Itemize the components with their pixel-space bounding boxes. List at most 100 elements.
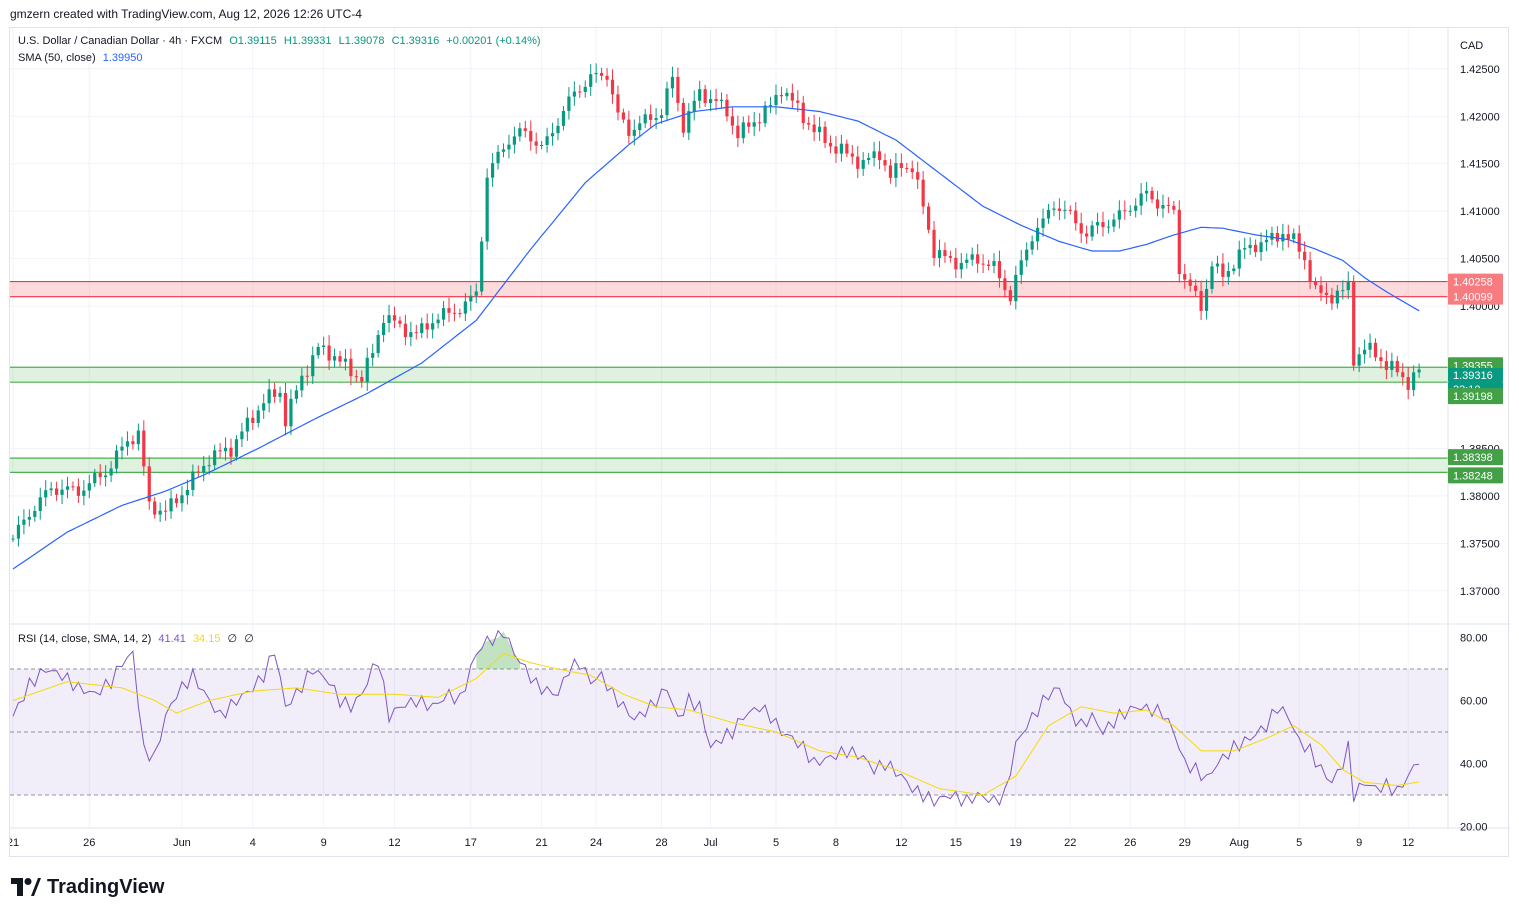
price-tick-label: 1.41500: [1460, 159, 1500, 171]
candle-down: [403, 323, 407, 337]
rsi-line: [12, 629, 1420, 808]
candle-down: [730, 116, 734, 126]
candle-down: [1194, 285, 1198, 291]
legend-open: O1.39115: [229, 35, 277, 47]
candle-up: [1237, 249, 1241, 269]
chart-container[interactable]: CAD 1.42500 1.42000 1.41500 1.41000 1.40500 1.…: [9, 27, 1510, 858]
candle-up: [1128, 210, 1132, 212]
candle-up: [60, 489, 64, 495]
price-label-text: 1.40258: [1453, 277, 1493, 289]
candle-down: [76, 486, 80, 496]
candle-down: [1275, 232, 1279, 242]
candle-down: [1101, 222, 1105, 228]
price-label-current: [1448, 367, 1503, 382]
time-tick-label: Jun: [173, 837, 191, 849]
candle-up: [1215, 263, 1220, 267]
candle-up: [1243, 248, 1247, 250]
candle-up: [376, 335, 380, 354]
time-tick-label: 28: [655, 837, 667, 849]
candle-down: [1166, 204, 1170, 206]
candle-up: [1259, 242, 1263, 253]
candle-up: [550, 133, 555, 137]
candle-up: [638, 123, 642, 130]
candle-up: [1226, 271, 1230, 277]
candle-up: [867, 157, 871, 160]
candle-down: [1172, 205, 1176, 210]
candle-down: [1319, 285, 1323, 293]
rsi-overbought-fill: [476, 631, 520, 670]
candle-down: [452, 312, 457, 314]
candle-up: [545, 136, 549, 145]
sma-legend-label[interactable]: SMA (50, close): [18, 52, 96, 64]
candle-up: [567, 96, 571, 111]
candle-up: [589, 74, 593, 87]
candle-up: [431, 323, 435, 330]
candle-up: [158, 510, 162, 515]
price-tick-label: 1.37000: [1460, 586, 1500, 598]
attribution-text: gmzern created with TradingView.com, Aug…: [10, 7, 362, 21]
candle-up: [556, 125, 560, 134]
candle-up: [387, 315, 391, 323]
candle-up: [1161, 204, 1165, 209]
rsi-group: [10, 629, 1448, 808]
candle-down: [1177, 209, 1181, 275]
legend-symbol[interactable]: U.S. Dollar / Canadian Dollar · 4h · FXC…: [18, 35, 223, 47]
legend-low: L1.39078: [338, 35, 385, 47]
candle-down: [1074, 210, 1078, 224]
time-tick-label: 5: [1296, 837, 1302, 849]
candle-up: [501, 149, 506, 152]
sma-50-line: [12, 106, 1420, 570]
candle-down: [1079, 223, 1083, 234]
price-label-text: 1.39198: [1453, 391, 1493, 403]
candle-up: [332, 356, 337, 361]
price-tick-label: 1.38000: [1460, 491, 1500, 503]
price-tick-label: 1.41000: [1460, 206, 1500, 218]
time-tick-label: 12: [388, 837, 400, 849]
candle-up: [692, 100, 696, 112]
candle-up: [561, 110, 566, 126]
rsi-ma-legend-value: 34.15: [192, 633, 221, 645]
candle-down: [747, 122, 751, 127]
candle-up: [937, 250, 942, 258]
candle-down: [703, 89, 707, 104]
candle-up: [289, 398, 293, 427]
candle-up: [1112, 219, 1116, 227]
candle-up: [1117, 210, 1121, 220]
candle-down: [327, 345, 331, 361]
candle-down: [1352, 281, 1356, 366]
candle-up: [839, 143, 843, 154]
candle-down: [845, 143, 849, 154]
candle-up: [382, 322, 386, 336]
candle-up: [1139, 193, 1143, 206]
candle-down: [948, 256, 952, 258]
candle-up: [594, 72, 598, 75]
price-label-text: 1.38398: [1453, 452, 1493, 464]
candle-up: [191, 471, 195, 490]
candle-up: [469, 295, 473, 302]
candle-down: [392, 315, 397, 321]
candle-up: [420, 323, 424, 334]
candle-up: [343, 358, 348, 362]
candle-down: [523, 128, 527, 131]
candle-down: [932, 229, 936, 258]
rsi-legend-label[interactable]: RSI (14, close, SMA, 14, 2): [18, 633, 152, 645]
candle-down: [529, 130, 533, 142]
candle-down: [55, 488, 59, 495]
candle-down: [883, 160, 887, 166]
candle-up: [278, 392, 282, 397]
candle-up: [1341, 290, 1345, 292]
chart-canvas[interactable]: CAD 1.42500 1.42000 1.41500 1.41000 1.40500 1.…: [10, 28, 1510, 858]
candle-down: [981, 263, 985, 265]
price-tick-label: 1.37500: [1460, 538, 1500, 550]
candle-up: [1417, 369, 1421, 373]
candle-up: [114, 450, 119, 469]
candle-down: [251, 417, 255, 423]
time-tick-label: 19: [1010, 837, 1022, 849]
price-tick-label: 1.42500: [1460, 64, 1500, 76]
candle-up: [1248, 244, 1252, 249]
candle-down: [1395, 360, 1399, 373]
rsi-legend-extra-2: ∅: [244, 633, 254, 645]
candle-up: [409, 332, 413, 337]
main-legend: U.S. Dollar / Canadian Dollar · 4h · FXC…: [18, 35, 545, 47]
candle-up: [109, 468, 113, 476]
